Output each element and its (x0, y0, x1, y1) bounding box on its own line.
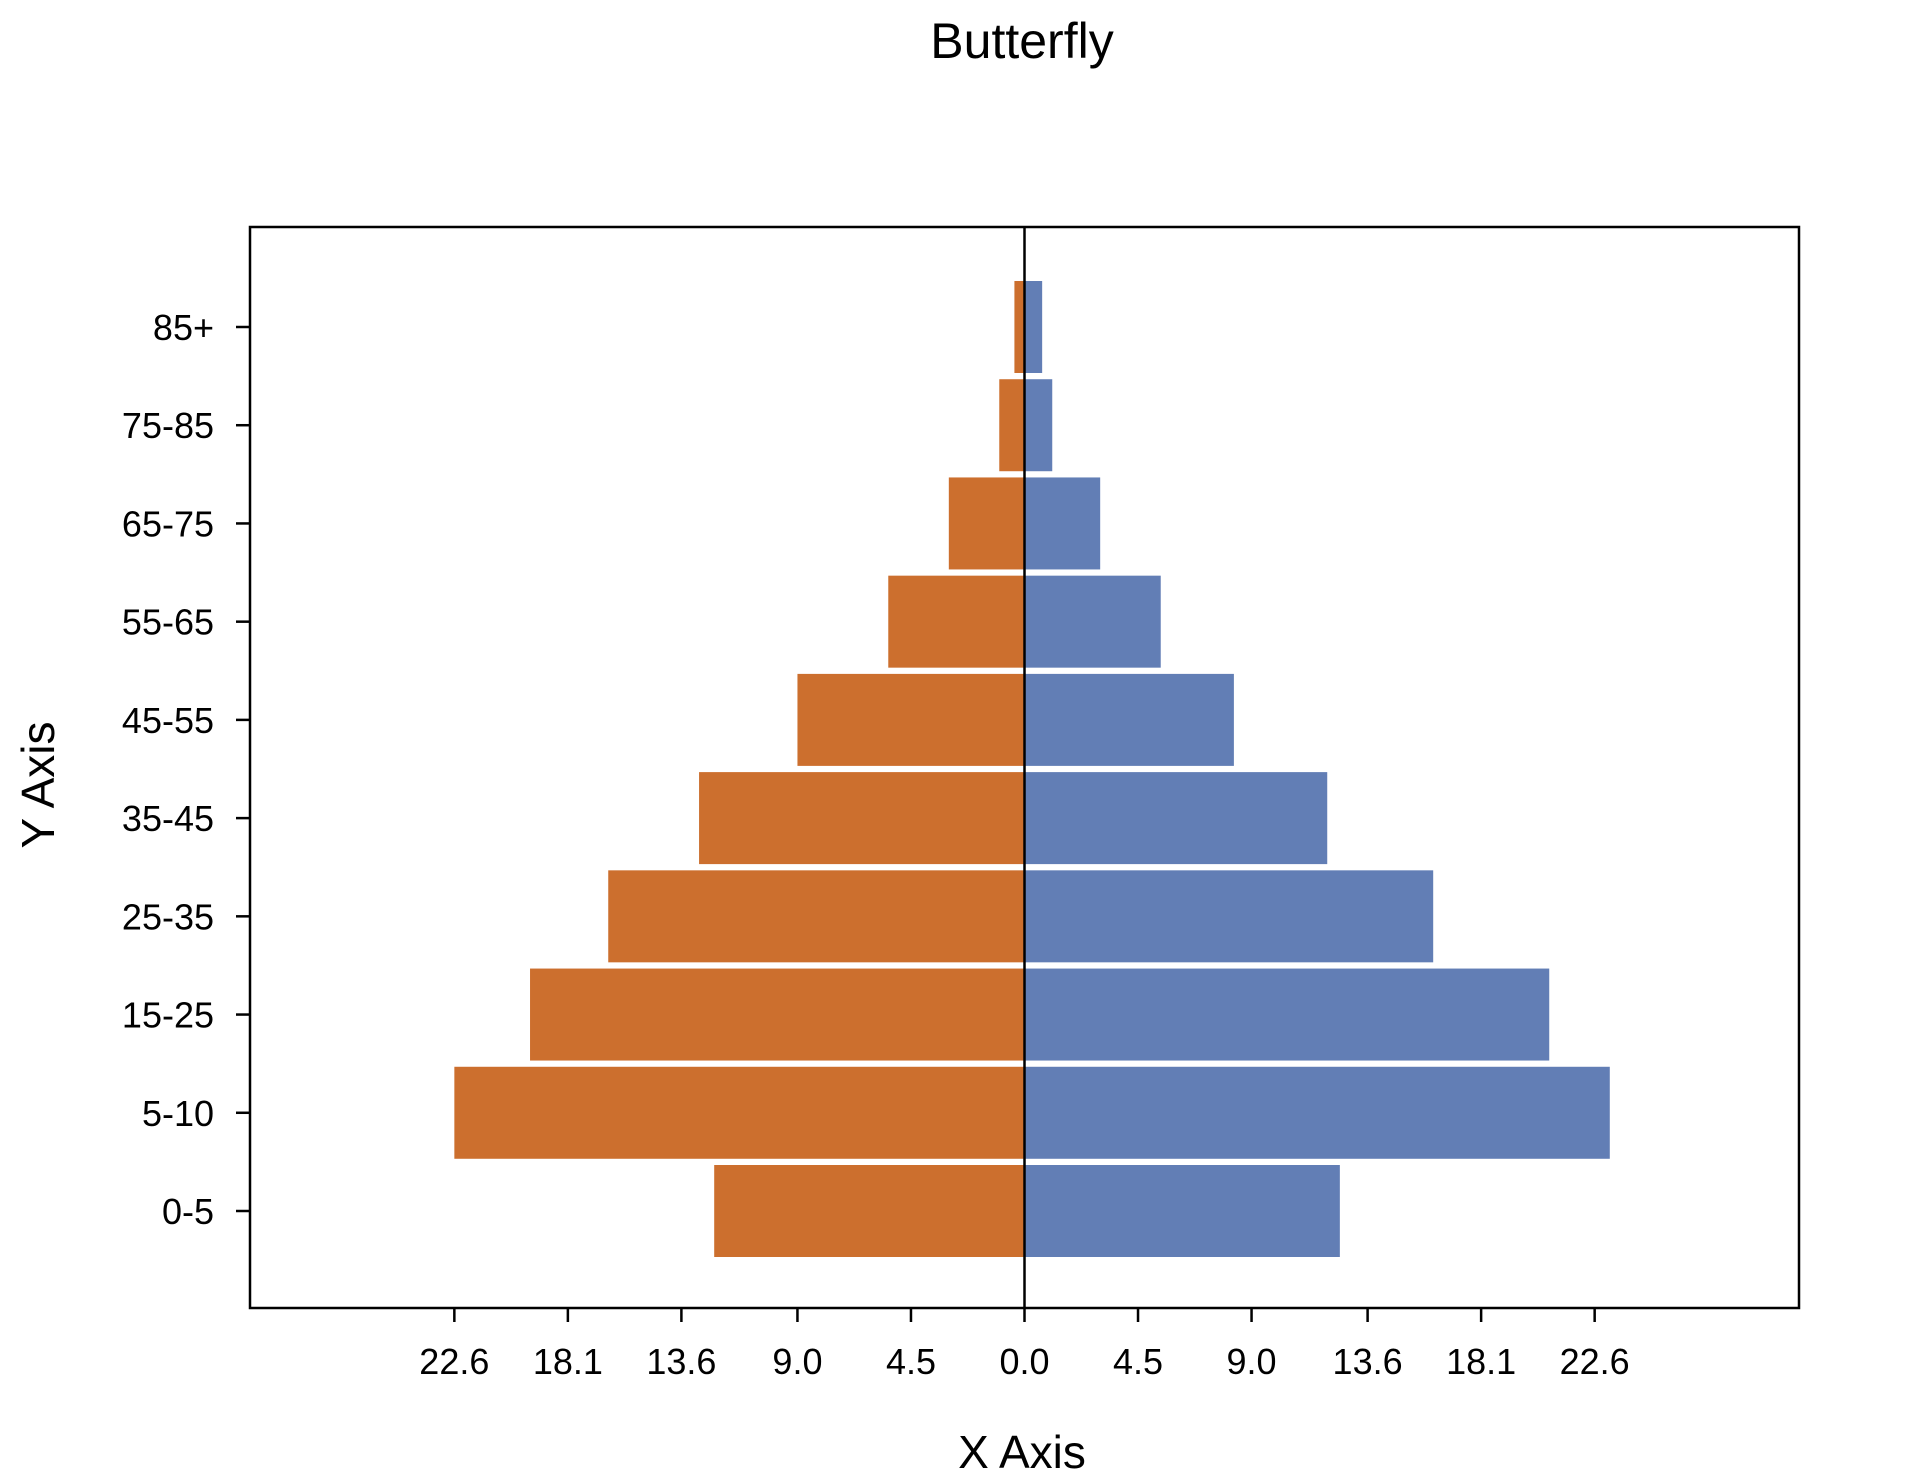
y-tick-label: 25-35 (122, 896, 214, 937)
bar-right-65-75 (1024, 477, 1101, 570)
bars-group (454, 281, 1610, 1257)
x-tick-label: 18.1 (1446, 1341, 1516, 1382)
bar-right-5-10 (1024, 1066, 1610, 1159)
bar-left-5-10 (454, 1066, 1025, 1159)
bar-left-25-35 (608, 870, 1025, 963)
x-tick-label: 4.5 (1113, 1341, 1163, 1382)
bar-right-35-45 (1024, 772, 1328, 865)
bar-left-75-85 (999, 379, 1025, 472)
x-tick-label: 13.6 (1333, 1341, 1403, 1382)
bar-right-85+ (1024, 281, 1043, 373)
x-tick-label: 18.1 (533, 1341, 603, 1382)
y-tick-label: 85+ (153, 307, 214, 348)
bar-right-75-85 (1024, 379, 1053, 472)
bar-left-65-75 (948, 477, 1025, 570)
y-tick-label: 45-55 (122, 700, 214, 741)
chart-title: Butterfly (930, 13, 1113, 69)
x-tick-label: 22.6 (1560, 1341, 1630, 1382)
bar-left-35-45 (699, 772, 1025, 865)
y-tick-label: 35-45 (122, 798, 214, 839)
x-axis-ticks: 22.6 18.1 13.6 9.0 4.5 0.0 4.5 9.0 13.6 18.1 22.6 (419, 1308, 1630, 1382)
y-tick-label: 75-85 (122, 405, 214, 446)
x-tick-label: 9.0 (1227, 1341, 1277, 1382)
y-tick-label: 5-10 (142, 1093, 214, 1134)
bar-left-15-25 (530, 968, 1025, 1061)
x-tick-label: 22.6 (419, 1341, 489, 1382)
bar-right-0-5 (1024, 1165, 1340, 1257)
y-tick-label: 55-65 (122, 602, 214, 643)
y-tick-label: 0-5 (162, 1191, 214, 1232)
y-axis-ticks: 0-5 5-10 15-25 25-35 35-45 45-55 55-65 65-75 75-… (122, 307, 250, 1232)
x-tick-label: 4.5 (886, 1341, 936, 1382)
bar-left-85+ (1014, 281, 1025, 373)
bar-left-0-5 (714, 1165, 1025, 1257)
bar-right-55-65 (1024, 575, 1161, 668)
bar-right-15-25 (1024, 968, 1550, 1061)
y-axis-label: Y Axis (12, 722, 64, 849)
bar-right-25-35 (1024, 870, 1434, 963)
bar-left-55-65 (888, 575, 1025, 668)
y-tick-label: 65-75 (122, 503, 214, 544)
x-tick-label: 0.0 (999, 1341, 1049, 1382)
x-axis-label: X Axis (958, 1426, 1086, 1478)
x-tick-label: 9.0 (772, 1341, 822, 1382)
bar-left-45-55 (797, 673, 1025, 766)
bar-right-45-55 (1024, 673, 1234, 766)
x-tick-label: 13.6 (646, 1341, 716, 1382)
y-tick-label: 15-25 (122, 995, 214, 1036)
